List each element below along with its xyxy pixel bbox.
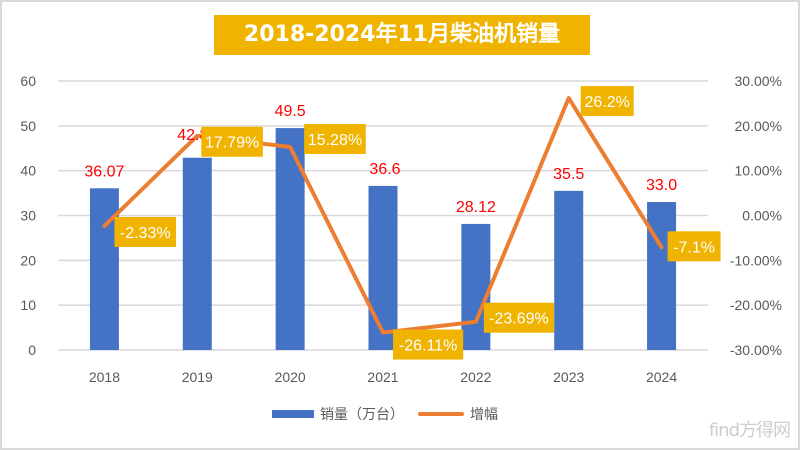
- bar-value-label: 49.5: [275, 103, 306, 120]
- x-tick-label: 2022: [460, 369, 491, 385]
- x-tick-label: 2020: [275, 369, 306, 385]
- left-tick-label: 40: [20, 163, 36, 179]
- pct-value-label: -23.69%: [489, 311, 549, 328]
- bar: [368, 185, 398, 350]
- x-tick-label: 2018: [89, 369, 120, 385]
- pct-label-box: [304, 123, 366, 154]
- left-tick-label: 20: [20, 252, 36, 268]
- line-series: [102, 96, 664, 335]
- right-tick-label: -30.00%: [730, 342, 782, 358]
- legend: 销量（万台） 增幅: [272, 402, 498, 426]
- pct-value-label: 26.2%: [585, 94, 630, 111]
- pct-label-box: [483, 302, 555, 333]
- right-tick-label: -20.00%: [730, 297, 782, 313]
- pct-label-box: [667, 231, 721, 262]
- bar-value-label: 33.0: [646, 177, 677, 194]
- bar: [89, 188, 119, 350]
- bar: [647, 202, 677, 350]
- bar: [182, 157, 212, 350]
- watermark-logo: find方得网: [708, 420, 791, 441]
- bar-value-label: 36.07: [84, 163, 124, 180]
- right-tick-label: -10.00%: [730, 252, 782, 268]
- pct-label-box: [393, 329, 464, 360]
- x-tick-label: 2023: [553, 369, 584, 385]
- pct-value-label: -2.33%: [120, 225, 171, 242]
- line-path: [102, 96, 664, 335]
- pct-value-label: 17.79%: [205, 135, 259, 152]
- legend-bar-label: 销量（万台）: [320, 407, 404, 423]
- pct-value-labels: -2.33% 17.79% 15.28% -26.11% -23.69% 26.2% -7.…: [114, 86, 721, 360]
- bar-value-label: 28.12: [456, 199, 496, 216]
- pct-label-box: [580, 86, 634, 117]
- bar-value-label: 35.5: [553, 166, 584, 183]
- bar: [554, 190, 584, 350]
- pct-value-label: -26.11%: [399, 338, 457, 355]
- left-tick-label: 10: [20, 297, 36, 313]
- pct-label-box: [114, 216, 177, 247]
- right-tick-label: 10.00%: [735, 163, 782, 179]
- bar: [275, 128, 305, 350]
- left-axis-ticks: 0 10 20 30 40 50 60: [20, 73, 36, 358]
- legend-line-label: 增幅: [470, 407, 498, 423]
- legend-line-swatch: [418, 412, 464, 416]
- bar-value-label: 36.6: [369, 161, 400, 178]
- x-axis-ticks: 2018 2019 2020 2021 2022 2023 2024: [89, 369, 678, 385]
- bar-series: [89, 128, 677, 350]
- right-tick-label: 30.00%: [735, 73, 782, 89]
- x-tick-label: 2021: [367, 369, 398, 385]
- pct-value-label: 15.28%: [308, 132, 362, 149]
- x-tick-label: 2019: [182, 369, 213, 385]
- left-tick-label: 60: [20, 73, 36, 89]
- left-tick-label: 30: [20, 208, 36, 224]
- left-tick-label: 0: [28, 342, 36, 358]
- pct-value-label: -7.1%: [673, 239, 715, 256]
- right-tick-label: 20.00%: [735, 118, 782, 134]
- chart-title: 2018-2024年11月柴油机销量: [214, 15, 590, 55]
- right-tick-label: 0.00%: [742, 208, 782, 224]
- right-axis-ticks: -30.00% -20.00% -10.00% 0.00% 10.00% 20.00% 30…: [730, 73, 782, 358]
- left-tick-label: 50: [20, 118, 36, 134]
- legend-bar-swatch: [272, 410, 314, 418]
- pct-label-box: [201, 126, 263, 157]
- x-tick-label: 2024: [646, 369, 677, 385]
